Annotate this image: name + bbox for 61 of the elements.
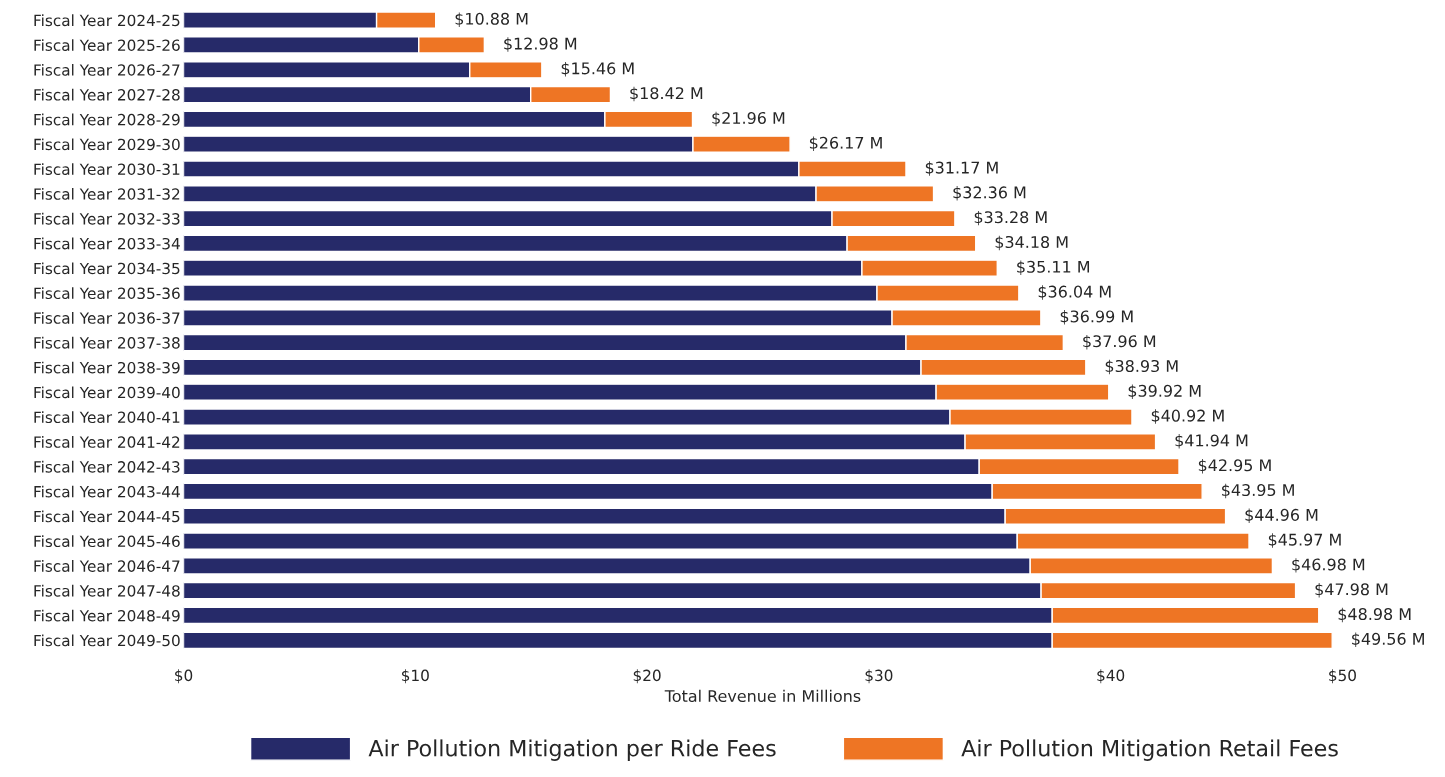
y-tick-label: Fiscal Year 2043-44 (34, 485, 180, 498)
y-tick-label: Fiscal Year 2037-38 (34, 336, 180, 349)
total-label: $44.96 M (1245, 508, 1318, 524)
y-tick-label: Fiscal Year 2025-26 (34, 39, 180, 51)
y-tick-label: Fiscal Year 2048-49 (34, 609, 180, 622)
total-label: $43.95 M (1222, 483, 1294, 499)
y-tick-label: Fiscal Year 2024-25 (34, 14, 180, 27)
total-label: $10.88 M (455, 12, 528, 27)
y-tick-label: Fiscal Year 2031-32 (34, 188, 180, 200)
y-tick-label: Fiscal Year 2038-39 (34, 361, 180, 374)
total-label: $33.28 M (974, 210, 1047, 226)
x-tick-label: $0 (175, 669, 193, 684)
total-label: $34.18 M (995, 235, 1068, 251)
total-label: $18.42 M (630, 86, 703, 102)
y-tick-label: Fiscal Year 2049-50 (34, 634, 180, 647)
x-tick-label: $20 (633, 669, 661, 684)
total-label: $47.98 M (1315, 582, 1388, 598)
total-label: $21.96 M (712, 111, 785, 127)
legend-label: Air Pollution Mitigation per Ride Fees (368, 739, 776, 761)
x-tick-label: $30 (865, 669, 893, 684)
y-tick-label: Fiscal Year 2039-40 (34, 386, 180, 399)
total-label: $49.56 M (1352, 632, 1424, 648)
total-label: $36.99 M (1060, 310, 1133, 325)
y-tick-label: Fiscal Year 2034-35 (34, 262, 180, 275)
total-label: $42.95 M (1198, 458, 1271, 474)
total-label: $32.36 M (953, 186, 1026, 201)
total-label: $37.96 M (1083, 334, 1156, 350)
y-tick-label: Fiscal Year 2032-33 (34, 212, 180, 225)
y-tick-label: Fiscal Year 2033-34 (34, 237, 180, 250)
total-label: $46.98 M (1292, 558, 1365, 573)
total-label: $36.04 M (1038, 285, 1111, 300)
total-label: $15.46 M (561, 62, 634, 77)
y-tick-label: Fiscal Year 2036-37 (34, 312, 180, 324)
total-label: $40.92 M (1151, 409, 1224, 424)
x-tick-label: $10 (401, 669, 429, 684)
x-axis-title: Total Revenue in Millions (664, 689, 861, 703)
legend-label: Air Pollution Mitigation Retail Fees (961, 739, 1338, 761)
y-tick-label: Fiscal Year 2041-42 (34, 436, 180, 448)
y-tick-label: Fiscal Year 2027-28 (34, 88, 180, 101)
total-label: $31.17 M (925, 161, 998, 176)
y-tick-label: Fiscal Year 2045-46 (34, 535, 180, 548)
x-tick-label: $50 (1329, 669, 1356, 684)
y-tick-label: Fiscal Year 2026-27 (34, 63, 180, 76)
y-tick-label: Fiscal Year 2028-29 (34, 113, 180, 126)
total-label: $41.94 M (1175, 434, 1248, 449)
y-tick-label: Fiscal Year 2030-31 (34, 163, 180, 176)
total-label: $12.98 M (504, 37, 577, 52)
y-tick-label: Fiscal Year 2047-48 (34, 584, 180, 597)
y-tick-label: Fiscal Year 2046-47 (34, 560, 180, 572)
y-tick-label: Fiscal Year 2044-45 (34, 510, 180, 523)
total-label: $45.97 M (1268, 533, 1341, 548)
y-tick-label: Fiscal Year 2029-30 (34, 138, 180, 151)
y-tick-label: Fiscal Year 2042-43 (34, 460, 180, 473)
y-tick-label: Fiscal Year 2035-36 (34, 287, 180, 300)
total-label: $38.93 M (1105, 359, 1178, 375)
total-label: $26.17 M (809, 136, 882, 151)
y-tick-label: Fiscal Year 2040-41 (34, 411, 180, 424)
x-tick-label: $40 (1097, 669, 1125, 684)
total-label: $48.98 M (1338, 607, 1411, 623)
total-label: $35.11 M (1017, 260, 1090, 275)
total-label: $39.92 M (1128, 384, 1201, 399)
